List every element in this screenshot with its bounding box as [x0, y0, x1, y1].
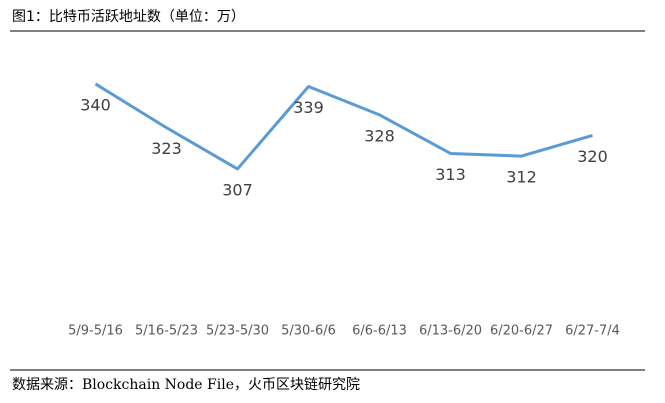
- x-tick-label: 5/16-5/23: [135, 324, 198, 339]
- value-label: 312: [506, 168, 537, 187]
- value-label: 340: [80, 95, 111, 114]
- value-label: 339: [293, 98, 324, 117]
- value-label: 320: [577, 147, 608, 166]
- value-label: 307: [222, 180, 253, 199]
- x-tick-label: 5/30-6/6: [281, 324, 336, 339]
- chart-title: 图1：比特币活跃地址数（单位：万）: [12, 9, 245, 25]
- x-tick-label: 6/6-6/13: [352, 324, 407, 339]
- x-tick-label: 5/23-5/30: [206, 324, 269, 339]
- value-label: 323: [151, 139, 182, 158]
- x-tick-label: 6/13-6/20: [419, 324, 482, 339]
- data-line: [94, 82, 593, 171]
- x-tick-label: 6/20-6/27: [490, 324, 553, 339]
- source-note: 数据来源：Blockchain Node File，火币区块链研究院: [12, 377, 360, 393]
- x-tick-label: 6/27-7/4: [565, 324, 620, 339]
- value-label: 313: [435, 165, 466, 184]
- value-label: 328: [364, 126, 395, 145]
- x-tick-label: 5/9-5/16: [68, 324, 123, 339]
